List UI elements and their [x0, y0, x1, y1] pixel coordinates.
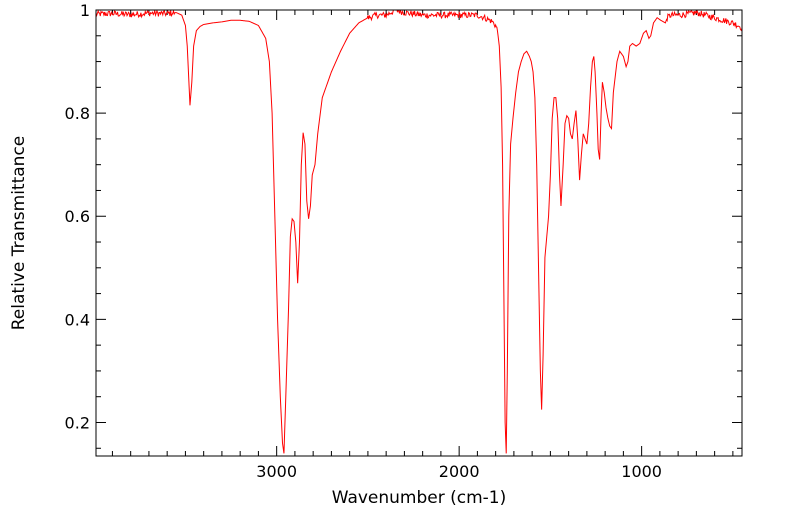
x-axis-title: Wavenumber (cm-1) [332, 488, 507, 508]
y-tick-label: 0.2 [65, 413, 90, 432]
x-tick-label: 3000 [256, 462, 297, 481]
y-tick-label: 0.6 [65, 207, 90, 226]
plot-frame [95, 9, 743, 457]
transmittance-series-line [96, 10, 742, 454]
y-tick-label: 0.8 [65, 104, 90, 123]
axis-tick-labels: 3000 2000 1000 0.2 0.4 0.6 0.8 1 [65, 1, 662, 481]
x-tick-label: 2000 [439, 462, 480, 481]
y-axis-title: Relative Transmittance [9, 136, 29, 331]
series-layer [96, 10, 742, 454]
plot-area [96, 10, 742, 456]
x-tick-label: 1000 [621, 462, 662, 481]
y-tick-label: 1 [80, 1, 90, 20]
y-tick-label: 0.4 [65, 310, 90, 329]
